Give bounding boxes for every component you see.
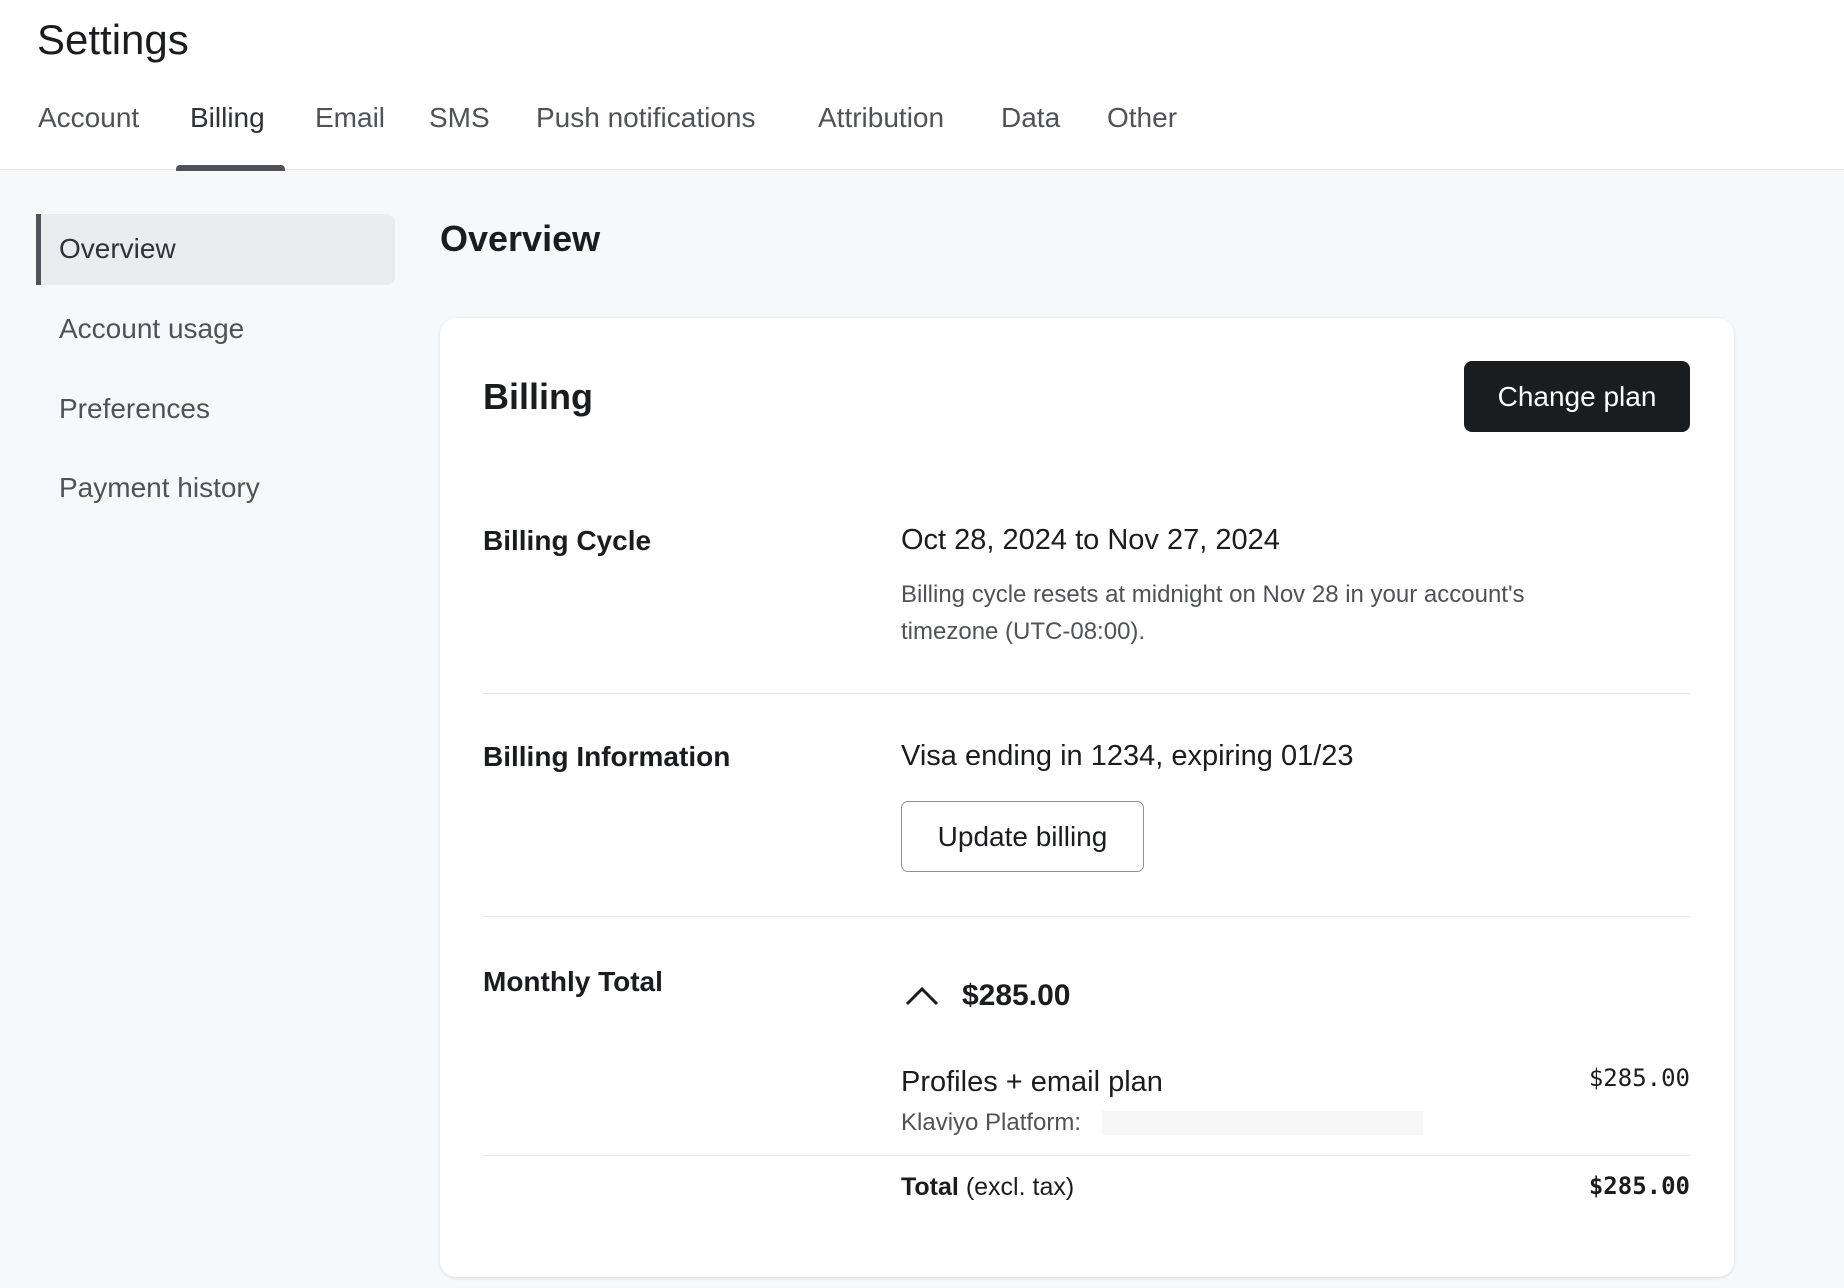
- divider: [483, 1155, 1690, 1156]
- page-title: Settings: [37, 16, 189, 63]
- update-billing-button[interactable]: Update billing: [901, 801, 1144, 872]
- divider: [483, 693, 1690, 694]
- redacted-field: [1102, 1111, 1423, 1135]
- billing-cycle-label: Billing Cycle: [483, 525, 652, 556]
- total-amount: $285.00: [1588, 1172, 1690, 1200]
- monthly-total-label: Monthly Total: [483, 966, 663, 997]
- sidebar-item-account-usage[interactable]: Account usage: [59, 313, 245, 344]
- billing-information-label: Billing Information: [483, 741, 731, 772]
- card-info: Visa ending in 1234, expiring 01/23: [901, 740, 1354, 772]
- active-tab-indicator: [176, 165, 285, 171]
- tab-billing[interactable]: Billing: [190, 102, 265, 133]
- line-item-sub: Klaviyo Platform:: [901, 1109, 1082, 1136]
- settings-header: [0, 0, 1844, 170]
- billing-cycle-desc: Billing cycle resets at midnight on Nov …: [901, 581, 1525, 608]
- sidebar-item-overview[interactable]: [36, 214, 395, 285]
- monthly-total-amount: $285.00: [962, 979, 1071, 1012]
- total-suffix: (excl. tax): [965, 1173, 1075, 1201]
- billing-cycle-desc-2: timezone (UTC-08:00).: [901, 618, 1146, 645]
- change-plan-button[interactable]: Change plan: [1464, 361, 1690, 432]
- total-row-label: Total (excl. tax): [901, 1173, 1074, 1202]
- tab-other[interactable]: Other: [1107, 102, 1178, 133]
- tab-sms[interactable]: SMS: [429, 102, 490, 133]
- chevron-up-icon[interactable]: [904, 982, 940, 1008]
- card-title: Billing: [483, 376, 593, 417]
- tab-email[interactable]: Email: [315, 102, 386, 133]
- sidebar-item-preferences[interactable]: Preferences: [59, 393, 210, 424]
- tab-account[interactable]: Account: [38, 102, 140, 133]
- tab-push-notifications[interactable]: Push notifications: [536, 102, 756, 133]
- sidebar-item-overview-label[interactable]: Overview: [59, 233, 176, 264]
- tab-data[interactable]: Data: [1001, 102, 1061, 133]
- total-label: Total: [901, 1173, 959, 1201]
- billing-card: [440, 318, 1734, 1277]
- section-heading: Overview: [440, 218, 601, 259]
- divider: [483, 916, 1690, 917]
- billing-cycle-value: Oct 28, 2024 to Nov 27, 2024: [901, 524, 1280, 556]
- sidebar-item-payment-history[interactable]: Payment history: [59, 472, 260, 503]
- tab-attribution[interactable]: Attribution: [818, 102, 945, 133]
- line-item-amount: $285.00: [1588, 1064, 1690, 1092]
- line-item-name: Profiles + email plan: [901, 1066, 1163, 1098]
